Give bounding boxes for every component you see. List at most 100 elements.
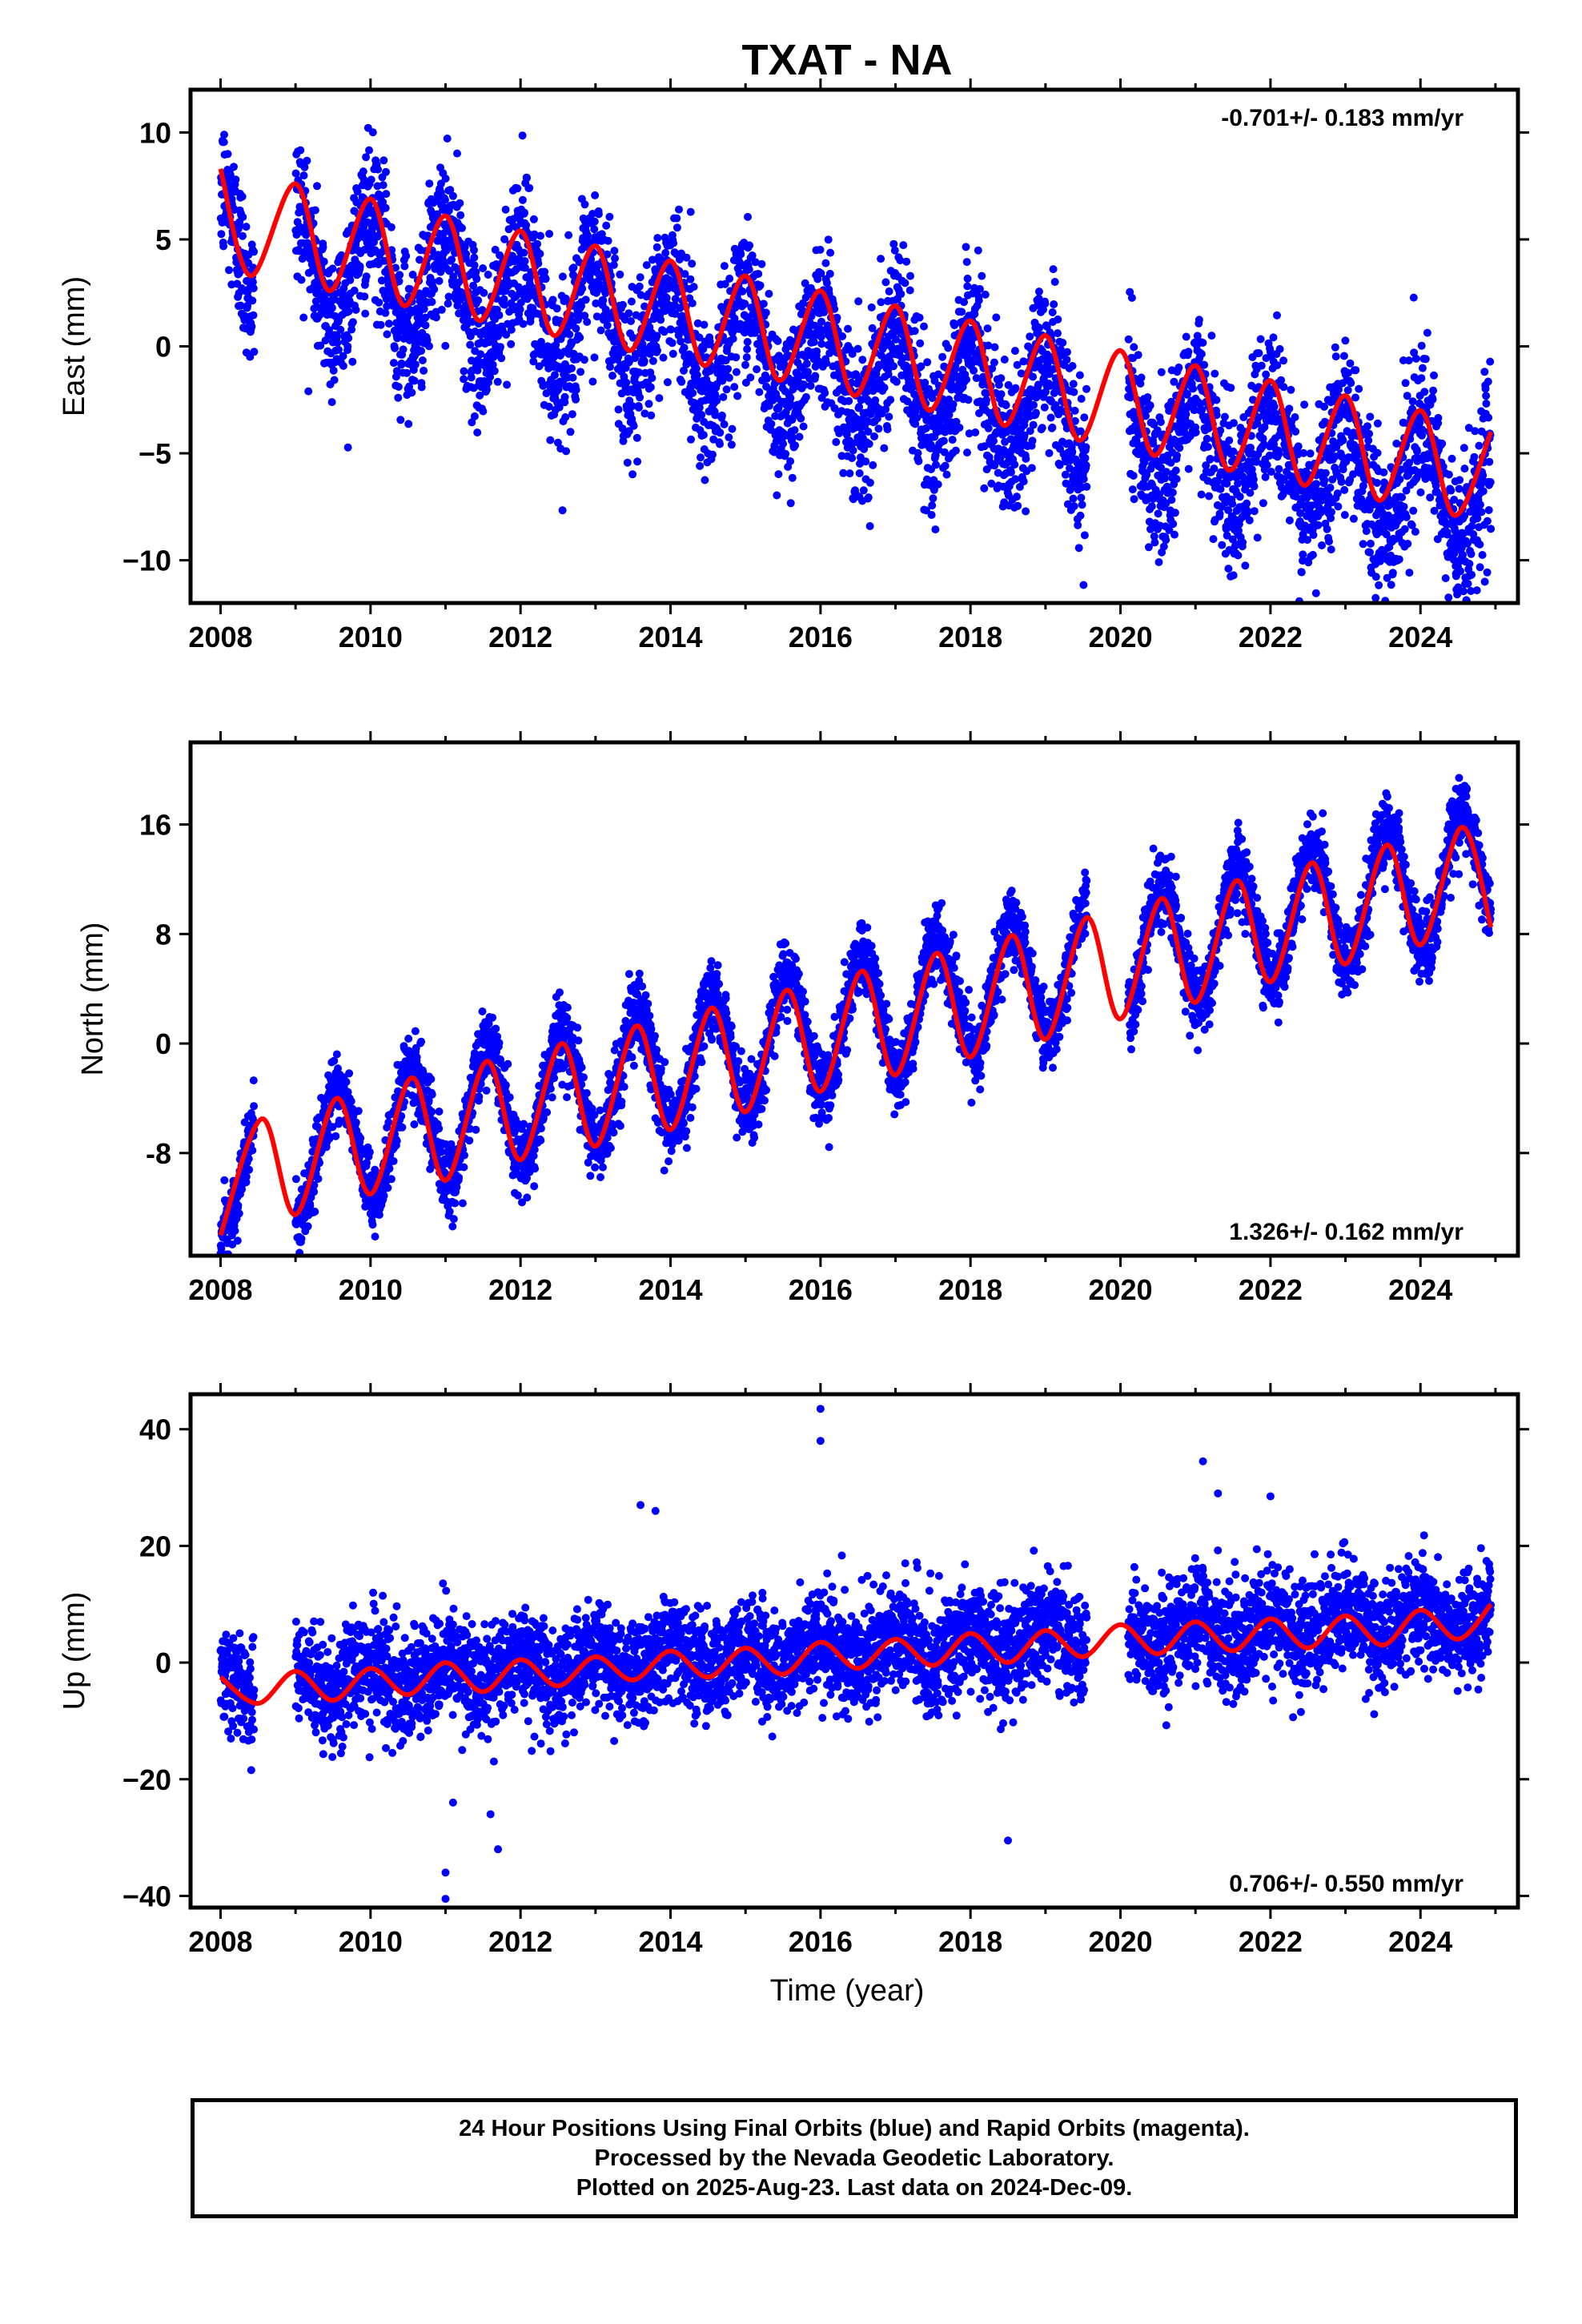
data-point bbox=[1171, 466, 1180, 475]
data-point bbox=[677, 337, 685, 346]
data-point bbox=[917, 362, 926, 371]
data-point bbox=[381, 308, 390, 317]
data-point bbox=[1403, 540, 1412, 548]
data-point bbox=[533, 239, 542, 248]
data-point bbox=[1483, 517, 1492, 525]
data-point bbox=[1080, 413, 1089, 422]
data-point bbox=[472, 267, 480, 276]
data-point bbox=[633, 457, 642, 466]
data-point bbox=[470, 412, 479, 420]
data-point bbox=[411, 360, 420, 369]
data-point bbox=[1212, 396, 1221, 404]
data-point bbox=[724, 364, 733, 373]
data-point bbox=[817, 269, 825, 278]
data-point bbox=[520, 257, 529, 265]
data-point bbox=[732, 353, 741, 362]
data-point bbox=[974, 246, 982, 255]
data-point bbox=[958, 308, 966, 316]
data-point bbox=[844, 324, 852, 333]
data-point bbox=[1028, 436, 1037, 445]
data-point bbox=[374, 165, 383, 174]
data-point bbox=[486, 372, 495, 381]
data-point bbox=[855, 469, 864, 477]
data-point bbox=[978, 271, 986, 280]
data-point bbox=[360, 292, 369, 301]
data-point bbox=[1144, 543, 1153, 552]
data-point bbox=[1209, 535, 1218, 544]
data-point bbox=[583, 318, 592, 326]
data-point bbox=[1199, 339, 1207, 347]
data-point bbox=[220, 131, 228, 139]
data-point bbox=[1400, 525, 1409, 533]
data-point bbox=[886, 396, 895, 404]
data-point bbox=[941, 461, 950, 470]
data-point bbox=[1082, 443, 1090, 452]
data-point bbox=[1287, 385, 1295, 394]
data-point bbox=[1306, 449, 1315, 458]
data-point bbox=[990, 358, 998, 367]
data-point bbox=[1203, 434, 1211, 443]
data-point bbox=[950, 321, 959, 330]
data-point bbox=[642, 261, 651, 269]
data-point bbox=[381, 203, 390, 212]
data-point bbox=[920, 322, 928, 331]
data-point bbox=[1027, 464, 1036, 472]
data-point bbox=[1061, 470, 1070, 479]
data-point bbox=[624, 427, 633, 436]
data-point bbox=[544, 402, 553, 411]
data-point bbox=[960, 298, 969, 307]
data-point bbox=[1312, 480, 1321, 489]
data-point bbox=[1275, 449, 1283, 458]
data-point bbox=[576, 333, 584, 342]
data-point bbox=[632, 433, 641, 442]
data-point bbox=[640, 357, 648, 365]
data-point bbox=[869, 460, 877, 469]
data-point bbox=[725, 373, 733, 382]
data-point bbox=[479, 407, 488, 416]
data-point bbox=[382, 190, 391, 199]
data-point bbox=[1323, 525, 1331, 533]
data-point bbox=[551, 371, 559, 380]
data-point bbox=[1082, 482, 1091, 491]
data-point bbox=[343, 342, 352, 351]
data-point bbox=[861, 457, 870, 466]
data-point bbox=[890, 246, 899, 255]
data-point bbox=[588, 210, 597, 218]
data-point bbox=[1079, 581, 1088, 589]
data-point bbox=[628, 333, 637, 342]
data-point bbox=[1401, 379, 1410, 388]
data-point bbox=[1074, 544, 1083, 553]
data-point bbox=[1253, 533, 1262, 542]
data-point bbox=[242, 223, 251, 231]
data-point bbox=[565, 330, 574, 339]
data-point bbox=[1224, 506, 1233, 515]
data-point bbox=[1479, 487, 1488, 496]
data-point bbox=[955, 424, 964, 432]
data-point bbox=[408, 271, 417, 279]
data-point bbox=[788, 473, 797, 482]
data-point bbox=[588, 377, 597, 386]
data-point bbox=[1379, 468, 1388, 476]
data-point bbox=[502, 330, 511, 339]
data-point bbox=[1030, 400, 1038, 409]
data-point bbox=[425, 179, 434, 188]
data-point bbox=[1150, 538, 1159, 547]
data-point bbox=[744, 212, 752, 221]
data-point bbox=[225, 266, 233, 275]
data-point bbox=[1078, 501, 1086, 509]
data-point bbox=[1250, 507, 1259, 516]
data-point bbox=[868, 324, 877, 332]
data-point bbox=[1063, 348, 1071, 356]
data-point bbox=[561, 294, 570, 303]
data-point bbox=[988, 364, 997, 373]
data-point bbox=[1373, 448, 1382, 457]
data-point bbox=[1210, 464, 1219, 473]
data-point bbox=[1010, 460, 1019, 469]
data-point bbox=[1080, 531, 1089, 540]
data-point bbox=[742, 353, 751, 362]
data-point bbox=[689, 283, 698, 292]
data-point bbox=[479, 264, 488, 272]
data-point bbox=[552, 304, 561, 313]
data-point bbox=[773, 336, 782, 345]
data-point bbox=[1070, 406, 1079, 415]
